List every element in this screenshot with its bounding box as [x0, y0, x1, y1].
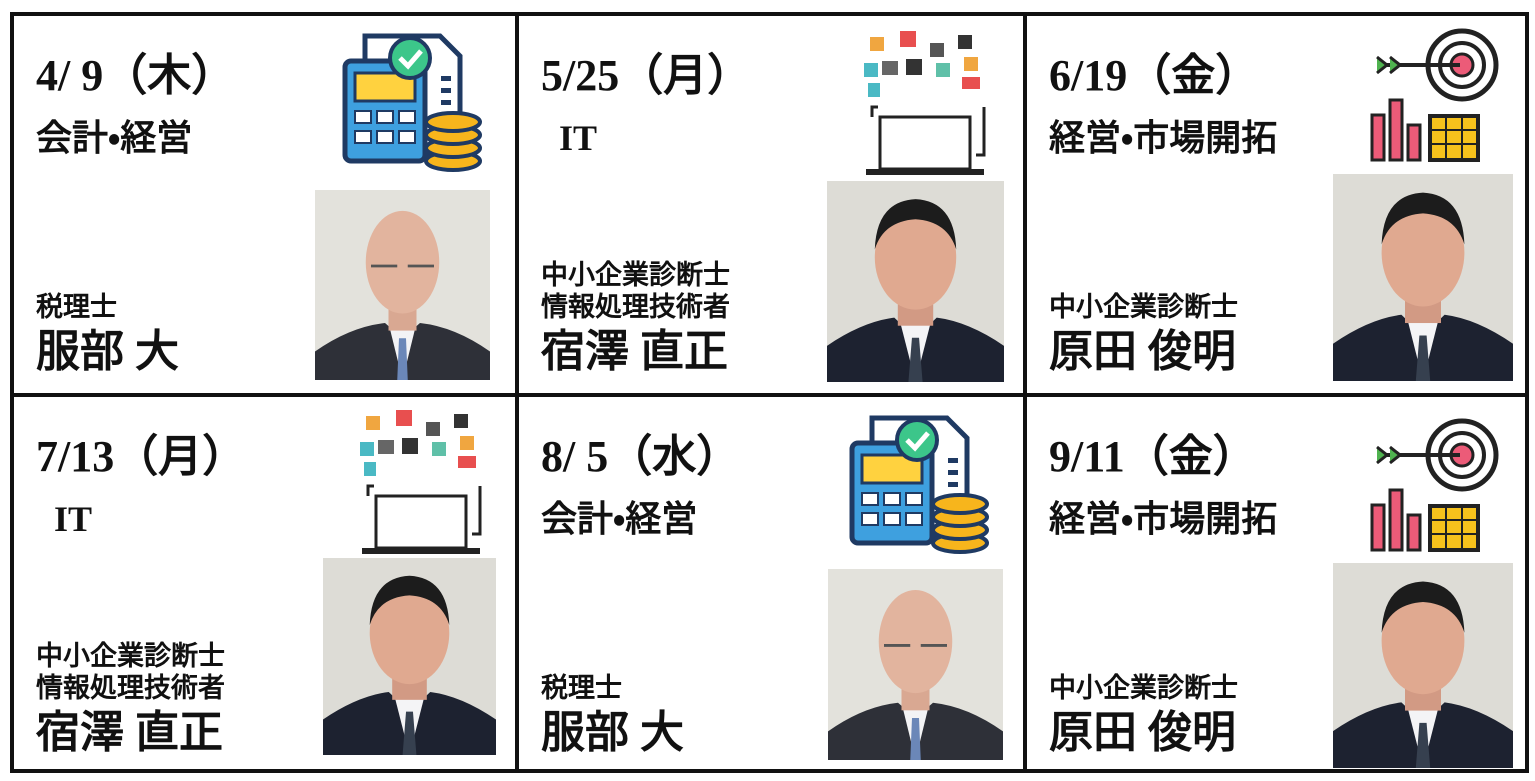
speaker-photo: [1333, 563, 1513, 768]
topic: 会計・経営: [541, 499, 697, 539]
topic-icon: [358, 408, 482, 556]
speaker-title: 税理士: [36, 291, 117, 322]
speaker-photo: [313, 188, 492, 382]
speaker-title: 中小企業診断士: [36, 641, 225, 671]
speaker-name: 原田 俊明: [1049, 708, 1236, 757]
topic: 経営・市場開拓: [1049, 499, 1277, 539]
topic: 経営・市場開拓: [1049, 118, 1277, 158]
speaker-name: 宿澤 直正: [35, 708, 223, 757]
speaker-photo: [826, 567, 1005, 762]
topic-icon: [862, 29, 986, 177]
speaker-title: 情報処理技術者: [541, 291, 730, 322]
grid-frame: [10, 12, 1529, 773]
topic-icon: [852, 418, 987, 552]
topic-icon: [1372, 31, 1496, 160]
speaker-title: 中小企業診断士: [541, 260, 730, 290]
speaker-photo: [1333, 174, 1513, 381]
speaker-name: 服部 大: [541, 708, 684, 757]
topic: 会計・経営: [36, 118, 192, 158]
date: 4/ 9（木）: [36, 51, 235, 100]
speaker-title: 情報処理技術者: [36, 672, 225, 703]
speaker-title: 税理士: [541, 672, 622, 703]
topic: IT: [559, 118, 597, 158]
date: 7/13（月）: [36, 432, 246, 481]
speaker-name: 服部 大: [36, 327, 179, 376]
date: 6/19（金）: [1049, 51, 1259, 100]
topic: IT: [54, 499, 92, 539]
speaker-photo: [827, 181, 1004, 382]
date: 9/11（金）: [1049, 432, 1257, 481]
speaker-title: 中小企業診断士: [1049, 292, 1238, 322]
date: 8/ 5（水）: [541, 432, 740, 481]
topic-icon: [345, 36, 480, 170]
date: 5/25（月）: [541, 51, 751, 100]
speaker-name: 宿澤 直正: [540, 327, 728, 376]
speaker-photo: [323, 558, 496, 755]
topic-icon: [1372, 421, 1496, 550]
speaker-title: 中小企業診断士: [1049, 673, 1238, 703]
speaker-name: 原田 俊明: [1049, 327, 1236, 376]
